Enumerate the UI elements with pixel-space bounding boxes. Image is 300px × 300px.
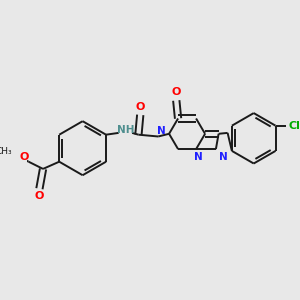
Text: NH: NH — [117, 125, 135, 135]
Text: N: N — [219, 152, 227, 162]
Text: N: N — [157, 126, 165, 136]
Text: O: O — [35, 191, 44, 201]
Text: O: O — [136, 102, 145, 112]
Text: CH₃: CH₃ — [0, 147, 13, 156]
Text: Cl: Cl — [289, 121, 300, 131]
Text: O: O — [172, 87, 181, 98]
Text: N: N — [194, 152, 202, 162]
Text: O: O — [20, 152, 29, 162]
